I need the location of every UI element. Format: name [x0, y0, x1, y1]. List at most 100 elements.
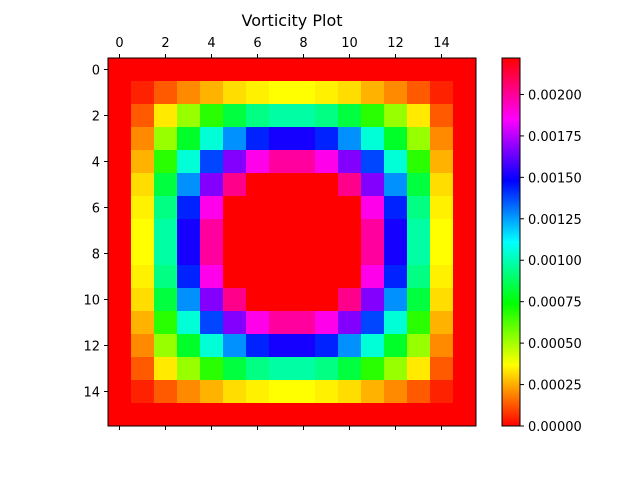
- heatmap-cell: [131, 58, 155, 82]
- heatmap-cell: [108, 311, 132, 335]
- heatmap-cell: [430, 196, 454, 220]
- heatmap-cell: [361, 265, 385, 289]
- heatmap-cell: [154, 81, 178, 105]
- heatmap-cell: [384, 127, 408, 151]
- heatmap-cell: [407, 334, 431, 358]
- heatmap-cell: [131, 104, 155, 128]
- heatmap-cell: [384, 311, 408, 335]
- heatmap-cell: [223, 311, 247, 335]
- heatmap-cell: [315, 357, 339, 381]
- heatmap-cell: [154, 380, 178, 404]
- heatmap-cell: [292, 403, 316, 427]
- heatmap-cell: [246, 81, 270, 105]
- heatmap-cell: [200, 288, 224, 312]
- heatmap-cell: [246, 403, 270, 427]
- heatmap-cell: [338, 81, 362, 105]
- heatmap-cell: [131, 265, 155, 289]
- heatmap-cell: [292, 311, 316, 335]
- heatmap-cell: [269, 58, 293, 82]
- heatmap-cell: [315, 242, 339, 266]
- heatmap-cell: [246, 127, 270, 151]
- heatmap-cell: [384, 242, 408, 266]
- heatmap-cell: [177, 334, 201, 358]
- heatmap-cell: [453, 219, 477, 243]
- x-axis: 0 2 4 6 8 10 12 14: [115, 36, 450, 430]
- heatmap-cell: [223, 58, 247, 82]
- heatmap-cell: [384, 173, 408, 197]
- heatmap-cell: [131, 81, 155, 105]
- colorbar-tick-label: 0.00025: [528, 379, 582, 394]
- heatmap-cell: [453, 403, 477, 427]
- heatmap-cell: [292, 127, 316, 151]
- y-tick-label: 12: [83, 340, 100, 355]
- heatmap-cell: [131, 288, 155, 312]
- heatmap-cell: [407, 173, 431, 197]
- heatmap-cell: [200, 334, 224, 358]
- heatmap-cell: [131, 219, 155, 243]
- heatmap-cell: [154, 311, 178, 335]
- heatmap-cell: [338, 357, 362, 381]
- heatmap-cell: [154, 288, 178, 312]
- colorbar-tick-label: 0.00000: [528, 420, 582, 435]
- heatmap-cell: [430, 311, 454, 335]
- heatmap-cell: [154, 403, 178, 427]
- heatmap-cell: [223, 288, 247, 312]
- heatmap-cell: [384, 265, 408, 289]
- heatmap-cell: [223, 380, 247, 404]
- heatmap-cell: [200, 380, 224, 404]
- heatmap-cell: [338, 104, 362, 128]
- heatmap-cell: [453, 265, 477, 289]
- colorbar-tick-label: 0.00175: [528, 130, 582, 145]
- heatmap-cell: [177, 150, 201, 174]
- heatmap-cell: [246, 219, 270, 243]
- plot-frame: [107, 57, 477, 427]
- heatmap-cell: [292, 288, 316, 312]
- y-tick-label: 6: [92, 202, 100, 217]
- heatmap-cell: [407, 196, 431, 220]
- heatmap-cell: [177, 173, 201, 197]
- heatmap-cell: [269, 173, 293, 197]
- heatmap-cell: [315, 150, 339, 174]
- x-tick-label: 8: [299, 36, 307, 51]
- heatmap-cell: [108, 81, 132, 105]
- heatmap-cell: [108, 196, 132, 220]
- heatmap-cell: [430, 265, 454, 289]
- heatmap-cell: [269, 81, 293, 105]
- heatmap-cell: [131, 380, 155, 404]
- heatmap-cell: [131, 127, 155, 151]
- heatmap-cell: [453, 288, 477, 312]
- heatmap-cell: [361, 357, 385, 381]
- colorbar: [502, 58, 520, 426]
- heatmap-cell: [108, 242, 132, 266]
- y-tick-label: 14: [83, 386, 100, 401]
- heatmap-cell: [246, 104, 270, 128]
- heatmap-cell: [223, 334, 247, 358]
- heatmap-cell: [338, 403, 362, 427]
- heatmap-cell: [407, 150, 431, 174]
- heatmap-cell: [131, 357, 155, 381]
- heatmap-cell: [246, 334, 270, 358]
- heatmap-cell: [361, 58, 385, 82]
- heatmap-cell: [407, 288, 431, 312]
- heatmap-cell: [407, 311, 431, 335]
- heatmap-cell: [154, 196, 178, 220]
- heatmap-cell: [177, 403, 201, 427]
- heatmap-cell: [315, 127, 339, 151]
- heatmap-cell: [384, 403, 408, 427]
- heatmap-cell: [108, 104, 132, 128]
- heatmap-cell: [453, 58, 477, 82]
- x-tick-label: 10: [341, 36, 358, 51]
- heatmap-cell: [246, 173, 270, 197]
- heatmap-cell: [384, 58, 408, 82]
- heatmap-cell: [361, 334, 385, 358]
- heatmap-cell: [338, 127, 362, 151]
- heatmap-cell: [453, 334, 477, 358]
- heatmap-cell: [200, 150, 224, 174]
- heatmap-cell: [177, 265, 201, 289]
- heatmap-cell: [269, 127, 293, 151]
- heatmap-cell: [292, 104, 316, 128]
- heatmap-cell: [315, 173, 339, 197]
- heatmap-cell: [407, 104, 431, 128]
- heatmap-cell: [108, 219, 132, 243]
